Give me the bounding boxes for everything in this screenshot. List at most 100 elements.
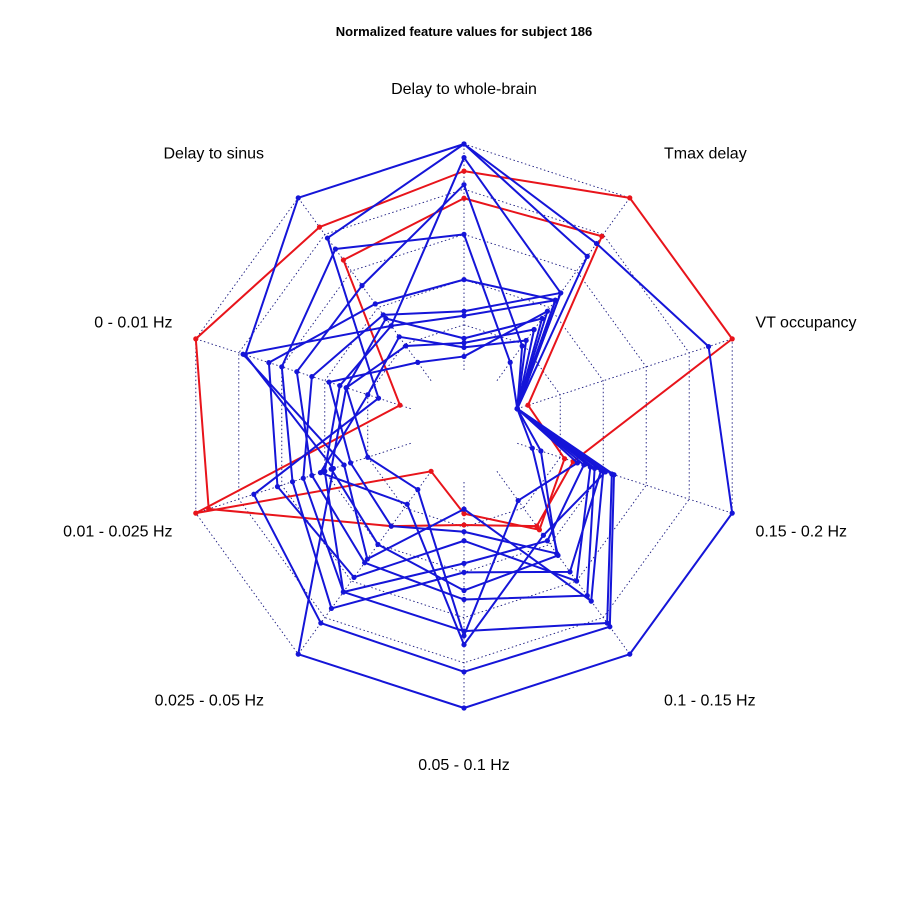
axis-spoke bbox=[517, 338, 733, 410]
data-point bbox=[415, 359, 421, 366]
data-point bbox=[328, 466, 334, 472]
data-point bbox=[365, 392, 371, 398]
data-point bbox=[193, 336, 199, 342]
data-point bbox=[581, 462, 587, 468]
data-point bbox=[461, 154, 467, 161]
axis-spoke bbox=[496, 197, 631, 381]
data-point bbox=[544, 538, 550, 544]
series-group bbox=[193, 195, 605, 533]
axis-label: VT occupancy bbox=[755, 315, 856, 332]
data-point bbox=[461, 313, 467, 319]
data-point bbox=[554, 550, 560, 557]
data-point bbox=[461, 669, 467, 675]
data-point bbox=[529, 445, 535, 451]
data-point bbox=[351, 574, 357, 580]
data-point bbox=[540, 532, 547, 538]
data-point bbox=[461, 277, 467, 283]
data-point bbox=[326, 379, 332, 385]
axis-label: 0.01 - 0.025 Hz bbox=[63, 523, 172, 540]
data-point bbox=[461, 335, 467, 341]
data-point bbox=[584, 253, 590, 259]
data-point bbox=[607, 624, 613, 630]
series-group bbox=[251, 141, 617, 675]
data-point bbox=[587, 464, 593, 470]
data-point bbox=[507, 359, 513, 366]
data-point bbox=[602, 469, 608, 475]
chart-title: Normalized feature values for subject 18… bbox=[336, 24, 592, 39]
data-point bbox=[415, 486, 421, 493]
data-point bbox=[461, 522, 467, 528]
data-point bbox=[404, 501, 410, 507]
data-point bbox=[375, 395, 382, 401]
data-point bbox=[279, 364, 285, 370]
data-point bbox=[461, 231, 467, 237]
axis-label: Tmax delay bbox=[664, 146, 747, 163]
data-point bbox=[316, 224, 323, 230]
series-group bbox=[326, 308, 560, 557]
data-point bbox=[461, 506, 467, 512]
data-point bbox=[388, 323, 394, 329]
axis-label-layer: Delay to whole-brain Tmax delay VT occupan… bbox=[63, 81, 856, 774]
data-point bbox=[289, 479, 296, 485]
data-point bbox=[461, 529, 467, 535]
data-point bbox=[461, 511, 467, 517]
data-point bbox=[388, 523, 394, 529]
data-point bbox=[340, 589, 347, 595]
data-point bbox=[705, 343, 712, 350]
data-point bbox=[604, 620, 610, 626]
data-point bbox=[729, 510, 735, 516]
data-point bbox=[534, 523, 540, 529]
data-point bbox=[461, 596, 467, 603]
data-point bbox=[428, 468, 434, 474]
data-point bbox=[561, 456, 568, 462]
data-point bbox=[609, 471, 615, 477]
data-point bbox=[274, 484, 281, 490]
data-point bbox=[461, 344, 467, 350]
data-point bbox=[461, 340, 467, 346]
data-point bbox=[380, 312, 386, 318]
data-point bbox=[461, 538, 467, 544]
data-point bbox=[461, 308, 467, 314]
series-group bbox=[317, 334, 608, 648]
data-point bbox=[729, 336, 735, 342]
data-point bbox=[627, 195, 633, 201]
grid-ring bbox=[281, 233, 647, 619]
data-point bbox=[461, 633, 467, 639]
data-point bbox=[362, 560, 368, 566]
data-point bbox=[627, 651, 633, 657]
axis-label: Delay to sinus bbox=[164, 146, 265, 163]
data-point bbox=[322, 468, 328, 474]
data-point bbox=[295, 651, 301, 657]
data-point bbox=[397, 402, 403, 408]
data-point bbox=[552, 297, 558, 303]
data-point bbox=[515, 497, 521, 504]
data-point bbox=[364, 556, 370, 562]
axis-label: 0 - 0.01 Hz bbox=[94, 315, 172, 332]
data-point bbox=[567, 569, 573, 575]
series-layer bbox=[193, 141, 735, 711]
grid-ring bbox=[195, 143, 733, 709]
data-point bbox=[588, 598, 594, 604]
data-point bbox=[309, 472, 315, 479]
data-point bbox=[539, 315, 545, 322]
data-point bbox=[461, 560, 467, 566]
data-point bbox=[396, 334, 402, 340]
data-point bbox=[461, 182, 467, 188]
data-point bbox=[461, 642, 467, 648]
data-point bbox=[317, 470, 324, 476]
data-point bbox=[461, 705, 467, 711]
data-point bbox=[266, 360, 272, 366]
data-point bbox=[531, 326, 537, 333]
data-point bbox=[294, 369, 300, 375]
axis-label: 0.1 - 0.15 Hz bbox=[664, 692, 756, 709]
data-point bbox=[461, 141, 467, 147]
data-point bbox=[538, 448, 544, 454]
data-point bbox=[193, 510, 199, 516]
axis-spoke bbox=[517, 442, 733, 514]
data-point bbox=[536, 527, 543, 533]
series-line bbox=[252, 143, 615, 673]
data-point bbox=[574, 460, 581, 466]
data-point bbox=[341, 462, 347, 468]
data-point bbox=[343, 385, 349, 391]
